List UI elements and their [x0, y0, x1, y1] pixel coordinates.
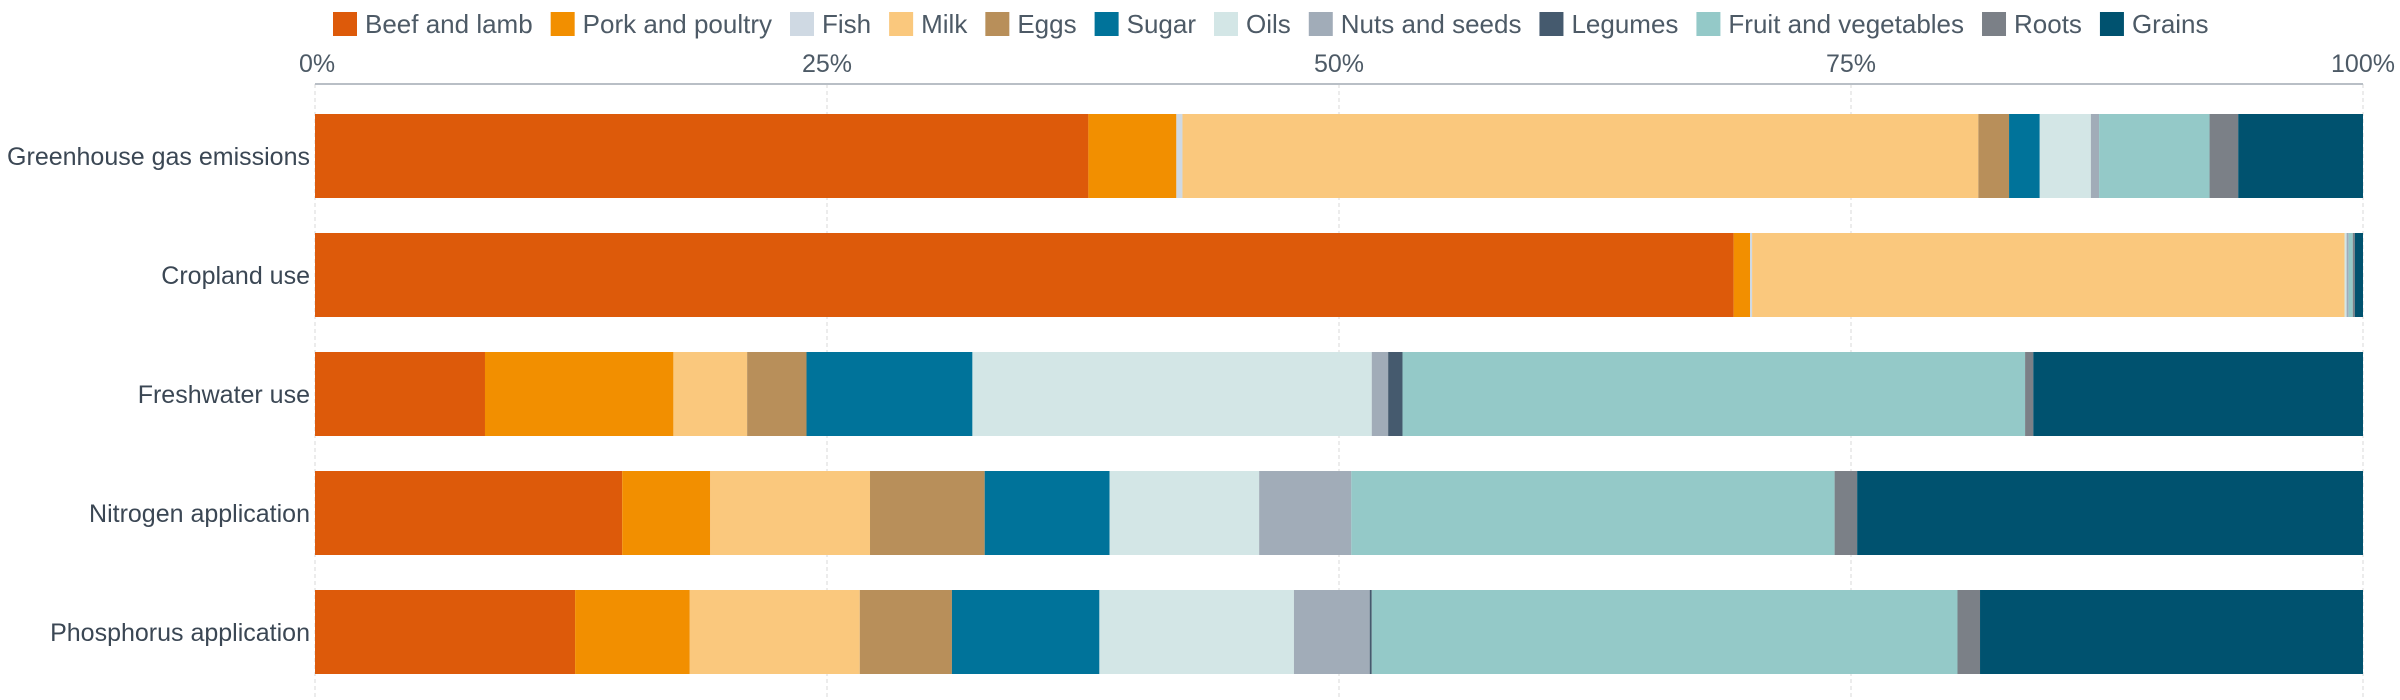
bar-segment-1-2 [1750, 233, 1753, 317]
bar-segment-2-4 [747, 352, 807, 436]
bar-segment-0-1 [1088, 114, 1177, 198]
x-tick-label-3: 75% [1826, 50, 1876, 78]
bar-segment-0-10 [2209, 114, 2239, 198]
bar-segment-4-4 [859, 590, 952, 674]
bar-segment-4-11 [1980, 590, 2363, 674]
legend-label-1: Pork and poultry [583, 9, 772, 39]
bar-segment-2-7 [1371, 352, 1389, 436]
bar-segment-4-8 [1369, 590, 1372, 674]
legend-swatch-0 [333, 12, 357, 36]
legend-swatch-9 [1696, 12, 1721, 36]
bar-segment-2-6 [972, 352, 1372, 436]
legend-label-7: Nuts and seeds [1341, 9, 1522, 39]
x-axis-ticks: 0% 25% 50% 75% 100% [299, 50, 2395, 78]
x-tick-label-0: 0% [299, 50, 335, 78]
category-label-1: Cropland use [161, 262, 310, 290]
x-tick-label-1: 25% [802, 50, 852, 78]
bar-segment-1-10 [2352, 233, 2355, 317]
legend-label-5: Sugar [1127, 9, 1197, 39]
category-label-0: Greenhouse gas emissions [7, 143, 310, 171]
legend-swatch-3 [889, 12, 914, 36]
bar-segment-1-9 [2348, 233, 2353, 317]
bar-segment-3-1 [622, 471, 711, 555]
bar-segment-0-5 [2009, 114, 2040, 198]
bar-segment-3-3 [710, 471, 871, 555]
legend-label-0: Beef and lamb [365, 9, 533, 39]
bar-segment-0-9 [2099, 114, 2210, 198]
legend-label-2: Fish [822, 9, 871, 39]
bar-segment-1-6 [2344, 233, 2347, 317]
bar-segment-3-7 [1259, 471, 1352, 555]
bar-segment-2-9 [1402, 352, 2026, 436]
x-tick-label-2: 50% [1314, 50, 1364, 78]
bar-segment-2-1 [484, 352, 674, 436]
legend-swatch-4 [985, 12, 1010, 36]
bar-segment-1-7 [2346, 233, 2349, 317]
bar-segment-1-11 [2354, 233, 2363, 317]
bar-segment-0-3 [1182, 114, 1979, 198]
category-label-2: Freshwater use [138, 381, 310, 409]
bar-segment-4-3 [689, 590, 860, 674]
legend-label-8: Legumes [1571, 9, 1678, 39]
bar-segment-1-3 [1752, 233, 2345, 317]
bar-segment-2-0 [315, 352, 485, 436]
legend-swatch-7 [1308, 12, 1333, 36]
category-labels: Greenhouse gas emissions Cropland use Fres… [7, 143, 310, 647]
bar-segment-3-11 [1857, 471, 2363, 555]
legend-label-4: Eggs [1017, 9, 1076, 39]
legend-swatch-2 [790, 12, 814, 36]
category-label-3: Nitrogen application [89, 500, 310, 528]
bar-segment-2-11 [2033, 352, 2363, 436]
legend-label-10: Roots [2014, 9, 2082, 39]
bar-segment-4-0 [315, 590, 576, 674]
bar-segment-1-1 [1733, 233, 1751, 317]
legend-label-9: Fruit and vegetables [1728, 9, 1964, 39]
bar-segment-3-5 [984, 471, 1110, 555]
legend-swatch-1 [550, 12, 575, 36]
bar-segment-4-10 [1957, 590, 1981, 674]
bar-segment-2-10 [2025, 352, 2034, 436]
legend: Beef and lamb Pork and poultry Fish Milk Egg… [333, 9, 2209, 39]
bar-segment-0-0 [315, 114, 1089, 198]
legend-swatch-10 [1982, 12, 2007, 36]
bar-segment-4-9 [1371, 590, 1958, 674]
legend-swatch-8 [1539, 12, 1564, 36]
bar-segment-0-6 [2039, 114, 2091, 198]
bar-segment-0-11 [2238, 114, 2363, 198]
bar-segment-2-8 [1388, 352, 1403, 436]
bar-segment-2-3 [673, 352, 748, 436]
legend-swatch-11 [2099, 12, 2124, 36]
bar-segment-0-4 [1978, 114, 2010, 198]
bar-segment-4-1 [575, 590, 690, 674]
legend-label-6: Oils [1246, 9, 1291, 39]
x-tick-label-4: 100% [2331, 50, 2395, 78]
bar-segment-4-5 [951, 590, 1100, 674]
bars [315, 114, 2363, 674]
bar-segment-0-2 [1176, 114, 1183, 198]
bar-segment-4-6 [1099, 590, 1294, 674]
legend-swatch-5 [1094, 12, 1119, 36]
bar-segment-0-7 [2090, 114, 2100, 198]
legend-label-3: Milk [921, 9, 968, 39]
legend-label-11: Grains [2132, 9, 2209, 39]
legend-swatch-6 [1214, 12, 1238, 36]
category-label-4: Phosphorus application [50, 619, 310, 647]
bar-segment-3-9 [1351, 471, 1835, 555]
bar-segment-3-4 [870, 471, 985, 555]
bar-segment-3-10 [1834, 471, 1858, 555]
bar-segment-3-6 [1109, 471, 1260, 555]
bar-segment-4-7 [1293, 590, 1370, 674]
bar-segment-1-0 [315, 233, 1734, 317]
bar-segment-3-0 [315, 471, 623, 555]
bar-segment-2-5 [806, 352, 973, 436]
